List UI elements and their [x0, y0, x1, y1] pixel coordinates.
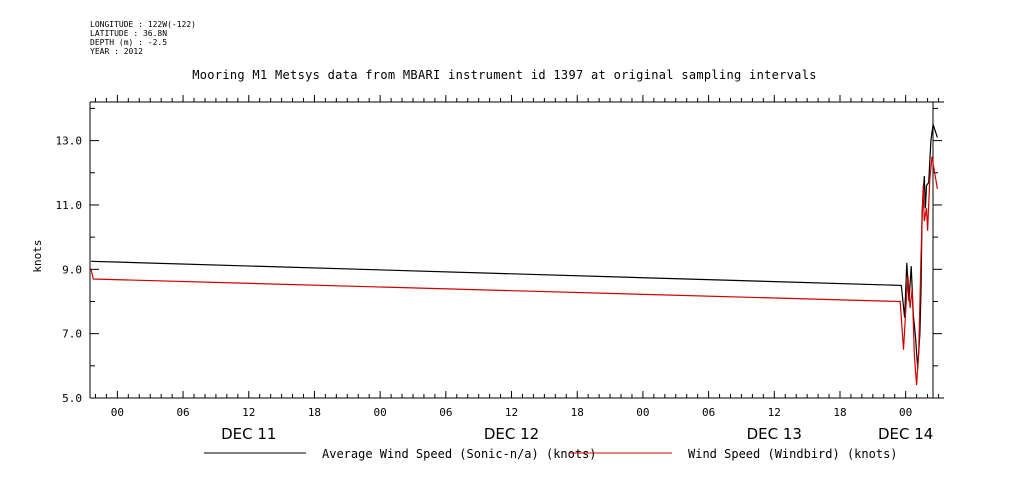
depth-text: DEPTH (m) : -2.5 [90, 38, 168, 47]
series-line-average-wind-speed [91, 124, 938, 370]
x-tick-label: 18 [308, 406, 321, 419]
x-tick-label: 18 [833, 406, 846, 419]
chart-title: Mooring M1 Metsys data from MBARI instru… [192, 68, 817, 82]
series-line-windbird-wind-speed [90, 156, 938, 386]
x-tick-label: 00 [899, 406, 912, 419]
plot-frame [89, 101, 944, 399]
x-tick-label: 00 [111, 406, 124, 419]
y-axis: 5.0 7.0 9.0 11.0 13.0 [56, 107, 942, 405]
data-series [90, 124, 938, 386]
x-axis: 00 06 12 18 00 06 12 18 00 06 12 18 00 DEC 11 DEC 12 DE… [94, 95, 940, 443]
legend-label-average-wind: Average Wind Speed (Sonic-n/a) (knots) [322, 447, 597, 461]
x-tick-label: 00 [636, 406, 649, 419]
x-tick-label: 06 [176, 406, 189, 419]
x-tick-label: 12 [768, 406, 781, 419]
year-text: YEAR : 2012 [90, 47, 143, 56]
legend-label-windbird: Wind Speed (Windbird) (knots) [688, 447, 898, 461]
y-tick-label: 11.0 [56, 199, 83, 212]
x-day-label: DEC 11 [221, 425, 276, 443]
x-day-label: DEC 14 [878, 425, 933, 443]
x-day-label: DEC 13 [747, 425, 802, 443]
legend: Average Wind Speed (Sonic-n/a) (knots) W… [204, 447, 898, 461]
y-tick-label: 7.0 [62, 328, 82, 341]
x-tick-label: 06 [439, 406, 452, 419]
longitude-text: LONGITUDE : 122W(-122) [90, 20, 196, 29]
latitude-text: LATITUDE : 36.8N [90, 29, 168, 38]
y-tick-label: 5.0 [62, 392, 82, 405]
x-tick-label: 06 [702, 406, 715, 419]
x-tick-label: 12 [242, 406, 255, 419]
metadata-block: LONGITUDE : 122W(-122) LATITUDE : 36.8N … [90, 20, 196, 56]
x-tick-label: 12 [505, 406, 518, 419]
y-tick-label: 9.0 [62, 263, 82, 276]
x-day-label: DEC 12 [484, 425, 539, 443]
y-axis-label: knots [31, 239, 44, 272]
y-tick-label: 13.0 [56, 135, 83, 148]
x-tick-label: 00 [374, 406, 387, 419]
x-tick-label: 18 [571, 406, 584, 419]
